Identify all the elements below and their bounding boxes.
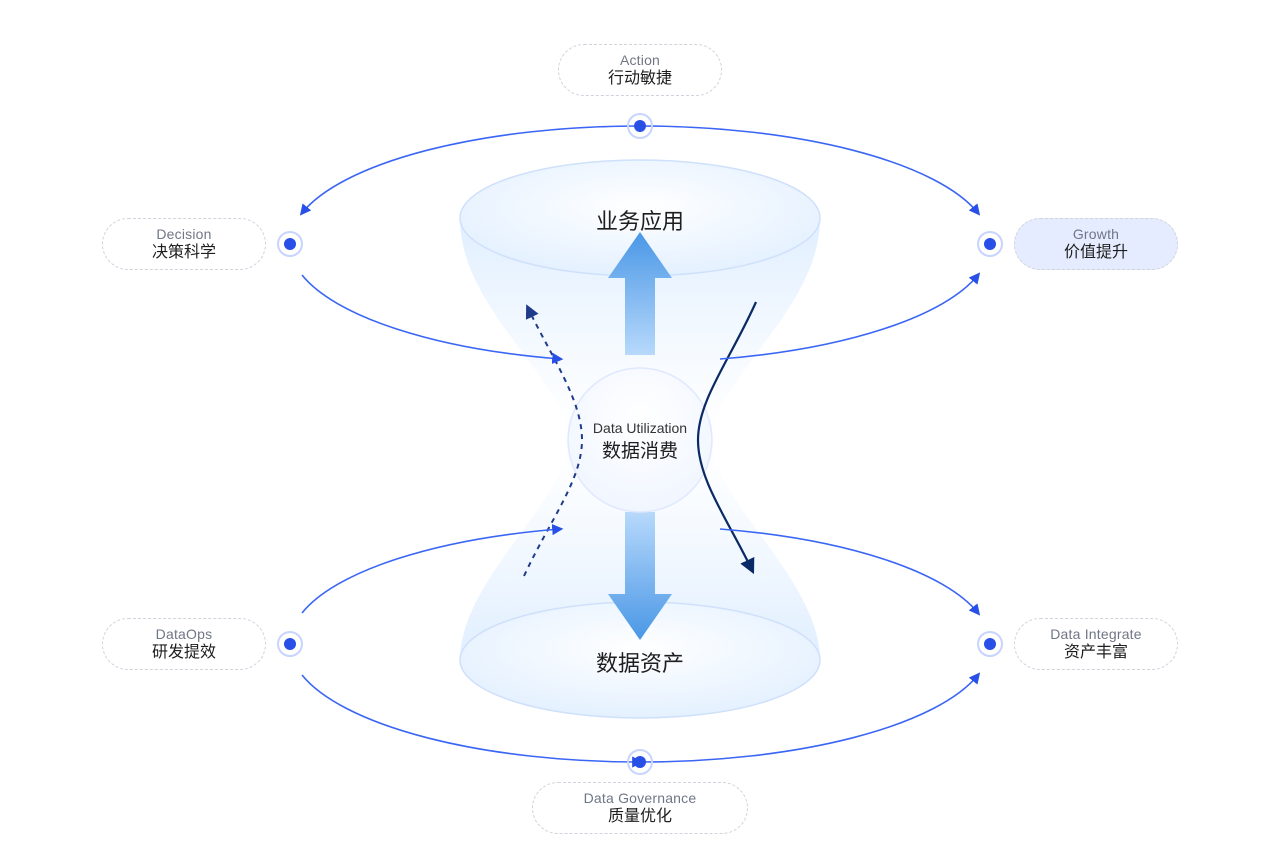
pill-growth: Growth价值提升 (1014, 218, 1178, 270)
orbit-dot-top_left (284, 238, 296, 250)
pill-action-zh: 行动敏捷 (608, 69, 672, 90)
pill-decision-zh: 决策科学 (152, 243, 216, 264)
pill-datagovernance-en: Data Governance (584, 789, 697, 807)
orbit-dot-bottom_bot (634, 756, 646, 768)
top-disc-label: 业务应用 (540, 204, 740, 236)
pill-datagovernance: Data Governance质量优化 (532, 782, 748, 834)
center-zh: 数据消费 (560, 436, 720, 463)
pill-growth-zh: 价值提升 (1064, 243, 1128, 264)
pill-dataops: DataOps研发提效 (102, 618, 266, 670)
orbit-dot-bottom_right (984, 638, 996, 650)
pill-dataops-zh: 研发提效 (152, 643, 216, 664)
pill-action-en: Action (620, 51, 660, 69)
pill-decision-en: Decision (156, 225, 211, 243)
pill-decision: Decision决策科学 (102, 218, 266, 270)
orbit-dot-top_top (634, 120, 646, 132)
bottom-disc-label: 数据资产 (540, 646, 740, 678)
pill-datagovernance-zh: 质量优化 (608, 807, 672, 828)
pill-action: Action行动敏捷 (558, 44, 722, 96)
center-en: Data Utilization (560, 420, 720, 436)
pill-growth-en: Growth (1073, 225, 1119, 243)
pill-dataintegrate-zh: 资产丰富 (1064, 643, 1128, 664)
center-bubble-label: Data Utilization 数据消费 (560, 420, 720, 463)
orbit-dot-bottom_left (284, 638, 296, 650)
pill-dataops-en: DataOps (156, 625, 213, 643)
orbit-dot-top_right (984, 238, 996, 250)
pill-dataintegrate-en: Data Integrate (1050, 625, 1142, 643)
diagram-stage: { "canvas": { "width": 1280, "height": 8… (0, 0, 1280, 856)
pill-dataintegrate: Data Integrate资产丰富 (1014, 618, 1178, 670)
